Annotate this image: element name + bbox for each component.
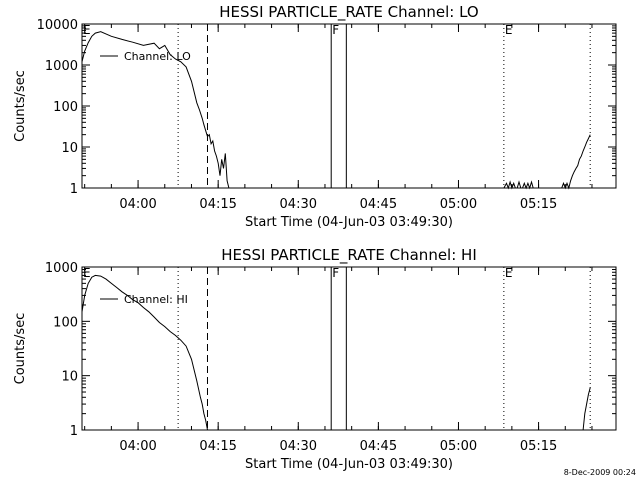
x-tick-label-hi: 04:00: [119, 439, 156, 454]
chart-title-lo: HESSI PARTICLE_RATE Channel: LO: [219, 3, 478, 22]
series-line-hi: [582, 387, 591, 431]
chart-lo: HESSI PARTICLE_RATE Channel: LO Start Tim…: [13, 3, 617, 230]
x-tick-label-lo: 04:00: [119, 197, 156, 212]
x-tick-label-hi: 04:15: [199, 439, 236, 454]
series-line-lo: [81, 31, 230, 189]
y-tick-label-lo: 1: [70, 182, 78, 197]
x-tick-label-hi: 05:15: [520, 439, 557, 454]
y-tick-label-lo: 10000: [37, 18, 78, 33]
legend-label-hi: Channel: HI: [124, 293, 188, 306]
y-tick-label-hi: 100: [53, 315, 78, 330]
x-axis-label-hi: Start Time (04-Jun-03 03:49:30): [245, 457, 453, 472]
chart-title-hi: HESSI PARTICLE_RATE Channel: HI: [221, 246, 477, 265]
y-tick-label-hi: 1: [70, 424, 78, 439]
footer-timestamp: 8-Dec-2009 00:24: [564, 468, 636, 477]
y-tick-label-hi: 10: [61, 370, 78, 385]
series-line-hi: [81, 274, 208, 431]
marker-label-hi: E: [505, 266, 513, 280]
marker-label-lo: E: [83, 23, 91, 37]
y-axis-label-lo: Counts/sec: [13, 70, 28, 142]
x-tick-label-lo: 05:15: [520, 197, 557, 212]
x-tick-label-lo: 04:45: [360, 197, 397, 212]
legend-label-lo: Channel: LO: [124, 50, 191, 63]
marker-label-hi: F: [332, 266, 339, 280]
y-tick-label-lo: 10: [61, 141, 78, 156]
y-axis-label-hi: Counts/sec: [13, 313, 28, 385]
x-axis-label-lo: Start Time (04-Jun-03 03:49:30): [245, 215, 453, 230]
x-tick-label-lo: 05:00: [440, 197, 477, 212]
x-tick-label-hi: 04:45: [360, 439, 397, 454]
series-line-lo: [503, 134, 591, 190]
x-tick-label-hi: 05:00: [440, 439, 477, 454]
plot-frame-hi: [81, 266, 617, 431]
x-tick-label-hi: 04:30: [280, 439, 317, 454]
chart-hi: HESSI PARTICLE_RATE Channel: HI Start Tim…: [13, 246, 617, 472]
marker-label-lo: E: [505, 23, 513, 37]
plot-frame-lo: [81, 23, 617, 189]
y-tick-label-lo: 1000: [45, 59, 78, 74]
marker-label-lo: F: [332, 23, 339, 37]
y-tick-label-hi: 1000: [45, 261, 78, 276]
marker-label-hi: E: [83, 266, 91, 280]
x-tick-label-lo: 04:30: [280, 197, 317, 212]
x-tick-label-lo: 04:15: [199, 197, 236, 212]
y-tick-label-lo: 100: [53, 100, 78, 115]
